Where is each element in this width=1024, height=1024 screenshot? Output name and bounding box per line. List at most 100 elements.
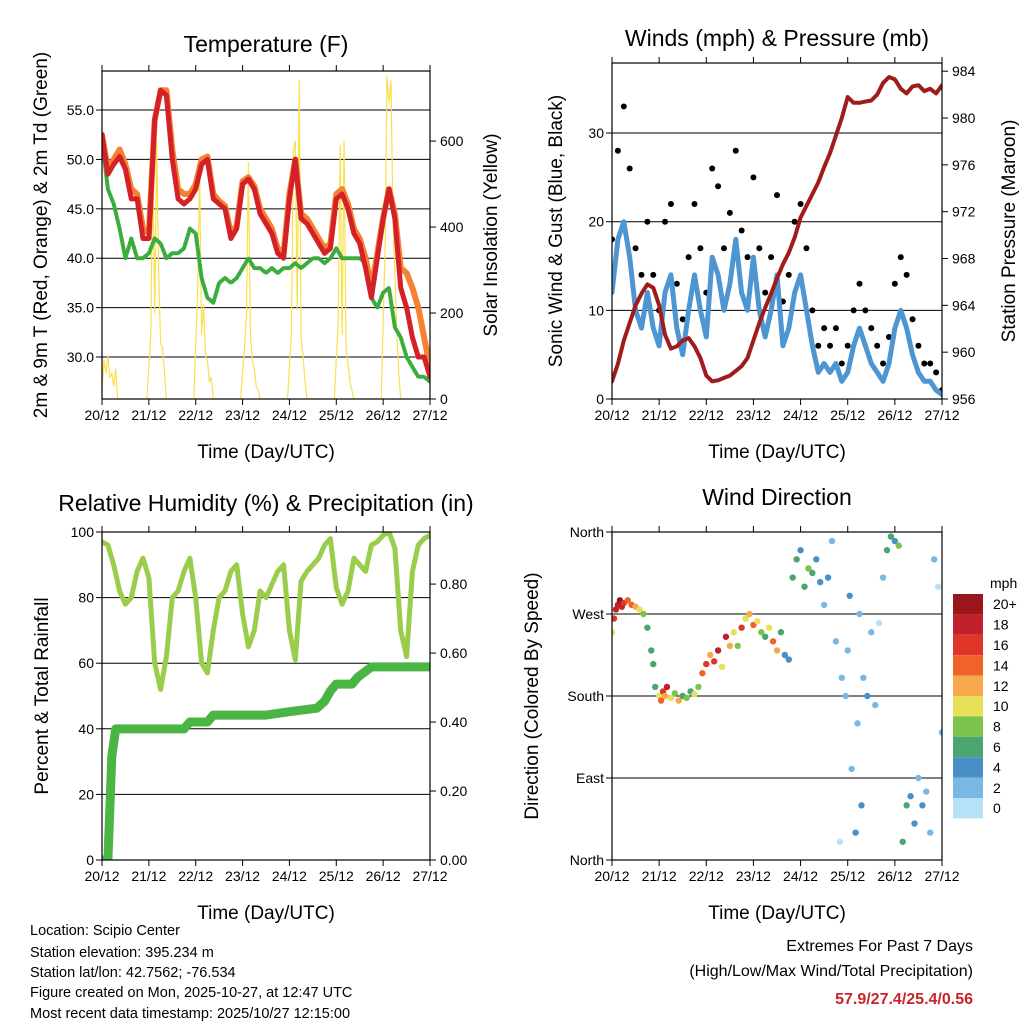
wind-direction-point (860, 674, 867, 681)
y-tick-label: 35.0 (67, 300, 94, 316)
wind-direction-point (844, 647, 851, 654)
wind-direction-point (793, 556, 800, 563)
wind-direction-point (730, 629, 737, 636)
wind-direction-point (846, 592, 853, 599)
x-tick-label: 27/12 (924, 407, 959, 423)
figure-created: Figure created on Mon, 2025-10-27, at 12… (30, 985, 352, 1001)
gust-point (797, 200, 804, 207)
panel-2: Winds (mph) & Pressure (mb) Time (Day/UTC… (546, 25, 1020, 463)
colorbar-label: 8 (993, 719, 1001, 735)
gust-point (803, 245, 810, 252)
x-tick-label: 25/12 (830, 868, 865, 884)
wind-direction-point (797, 547, 804, 554)
colorbar-swatch (953, 757, 983, 778)
gust-point (880, 360, 887, 367)
total-precipitation-line (102, 662, 430, 860)
wind-direction-point (938, 729, 942, 736)
wind-direction-point (899, 838, 906, 845)
y2-tick-label: 200 (440, 305, 464, 321)
wind-direction-point (868, 629, 875, 636)
wind-direction-point (809, 569, 816, 577)
wind-direction-point (718, 663, 726, 671)
wind-direction-point (789, 574, 796, 581)
wind-direction-point (640, 610, 647, 618)
y2-tick-label: 984 (952, 63, 976, 79)
x-tick-label: 23/12 (225, 868, 260, 884)
wind-direction-point (838, 674, 846, 681)
y2-tick-label: 0.80 (440, 576, 467, 592)
wind-direction-point (695, 683, 702, 691)
wind-direction-point (828, 537, 836, 545)
y-tick-label: 20 (78, 786, 94, 802)
station-info: Location: Scipio Center Station elevatio… (30, 923, 352, 1022)
y2-tick-label: 976 (952, 157, 976, 173)
plot-area (102, 75, 430, 399)
y-tick-label: 30.0 (67, 349, 94, 365)
y2-tick-label: 960 (952, 344, 976, 360)
wind-direction-point (738, 624, 745, 631)
wind-direction-point (773, 647, 781, 654)
y2-tick-label: 972 (952, 204, 976, 220)
colorbar-swatch (953, 777, 983, 798)
x-tick-label: 22/12 (178, 407, 213, 423)
gust-point (744, 254, 751, 261)
plot-area (612, 533, 942, 845)
station-elevation: Station elevation: 395.234 m (30, 945, 214, 961)
wind-direction-point (785, 656, 792, 663)
x-tick-label: 24/12 (783, 868, 818, 884)
gust-point (827, 342, 834, 349)
gust-point (679, 316, 686, 323)
wind-direction-point (934, 583, 942, 590)
gust-point (750, 174, 757, 181)
y-tick-label: East (576, 770, 604, 786)
y-tick-label: 55.0 (67, 102, 94, 118)
wind-direction-point (648, 647, 655, 654)
gust-point (762, 289, 769, 296)
gust-point (897, 254, 904, 261)
wind-direction-point (769, 638, 777, 645)
colorbar-label: 16 (993, 637, 1009, 653)
wind-direction-point (650, 660, 657, 668)
wind-direction-point (742, 615, 749, 622)
dewpoint-2m-line (102, 137, 430, 384)
wind-direction-point (710, 658, 718, 665)
gust-point (933, 369, 940, 376)
y-tick-label: 0 (86, 852, 94, 868)
gust-point (697, 245, 704, 252)
gust-point (927, 360, 934, 367)
y2-tick-label: 964 (952, 297, 976, 313)
wind-direction-point (667, 694, 675, 702)
x-tick-label: 25/12 (830, 407, 865, 423)
gust-point (903, 271, 910, 278)
x-tick-label: 21/12 (131, 868, 166, 884)
x-tick-label: 24/12 (272, 868, 307, 884)
gust-point (921, 360, 928, 367)
wind-direction-point (842, 692, 849, 700)
x-axis-label: Time (Day/UTC) (708, 903, 846, 924)
colorbar-title: mph (990, 575, 1017, 591)
gust-point (715, 183, 722, 190)
gust-point (891, 280, 898, 287)
colorbar-swatch (953, 798, 983, 819)
data-timestamp: Most recent data timestamp: 2025/10/27 1… (30, 1006, 350, 1022)
y2-tick-label: 0.00 (440, 852, 467, 868)
wind-direction-point (872, 701, 879, 709)
gust-point (850, 307, 857, 314)
gust-point (612, 236, 615, 243)
gust-point (667, 200, 674, 207)
colorbar-label: 14 (993, 657, 1009, 673)
plot-frame (101, 70, 431, 400)
gust-point (856, 280, 863, 287)
wind-direction-point (923, 788, 930, 795)
gust-point (809, 307, 816, 314)
y2-tick-label: 0 (440, 391, 448, 407)
wind-direction-point (879, 574, 887, 581)
colorbar-label: 0 (993, 800, 1001, 816)
x-tick-label: 22/12 (689, 868, 724, 884)
wind-direction-point (883, 547, 891, 554)
x-tick-label: 21/12 (131, 407, 166, 423)
wind-direction-point (856, 610, 863, 618)
gust-point (644, 218, 651, 225)
x-tick-label: 23/12 (225, 407, 260, 423)
wind-direction-point (895, 542, 902, 549)
